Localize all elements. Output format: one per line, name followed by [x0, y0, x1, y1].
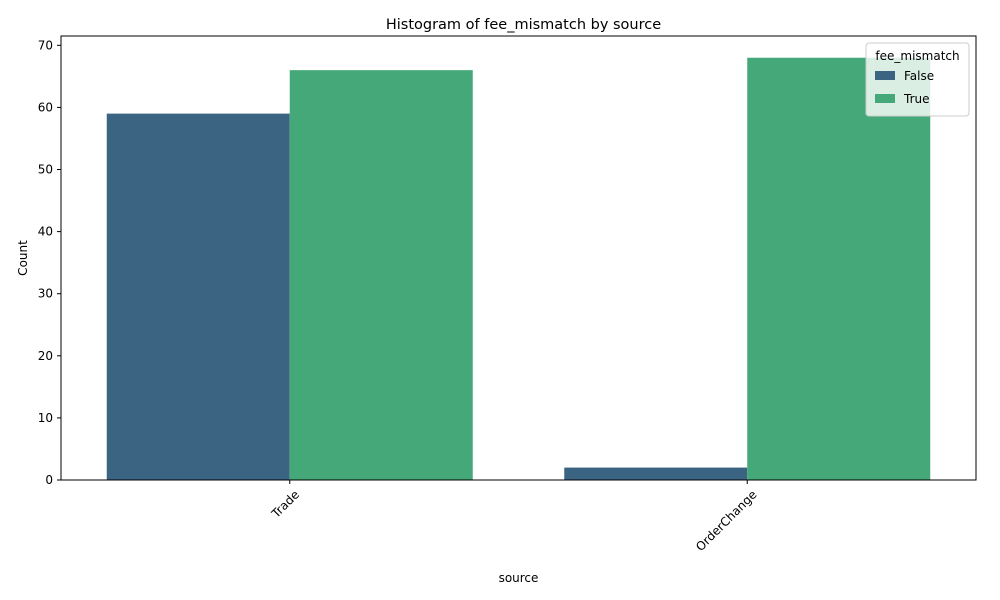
- bar-orderchange-false: [564, 467, 748, 480]
- legend-items: False True: [875, 69, 934, 106]
- legend-label-true: True: [903, 92, 930, 106]
- chart-title: Histogram of fee_mismatch by source: [386, 17, 661, 33]
- bar-trade-true: [289, 70, 473, 481]
- y-tick-label: 0: [45, 473, 53, 487]
- y-tick-label: 60: [38, 100, 53, 114]
- x-axis-ticks: Trade OrderChange: [268, 480, 760, 554]
- bar-trade-false: [106, 113, 290, 480]
- legend-title: fee_mismatch: [875, 49, 959, 63]
- legend-swatch-true: [875, 94, 895, 103]
- legend-swatch-false: [875, 71, 895, 80]
- y-tick-label: 20: [38, 349, 53, 363]
- plot-frame: [60, 35, 977, 481]
- y-tick-label: 40: [38, 225, 53, 239]
- bars-group: [106, 57, 931, 481]
- y-tick-label: 70: [38, 38, 53, 52]
- y-tick-label: 50: [38, 163, 53, 177]
- x-tick-label-trade: Trade: [268, 487, 302, 521]
- legend: fee_mismatch False True: [865, 42, 970, 117]
- y-axis-ticks: 0 10 20 30 40 50 60 70: [38, 38, 61, 487]
- x-tick-label-orderchange: OrderChange: [693, 487, 760, 554]
- legend-label-false: False: [904, 69, 934, 83]
- bar-orderchange-true: [747, 57, 931, 481]
- y-tick-label: 30: [38, 287, 53, 301]
- y-axis-label: Count: [16, 240, 30, 276]
- y-tick-label: 10: [38, 411, 53, 425]
- x-axis-label: source: [499, 571, 539, 585]
